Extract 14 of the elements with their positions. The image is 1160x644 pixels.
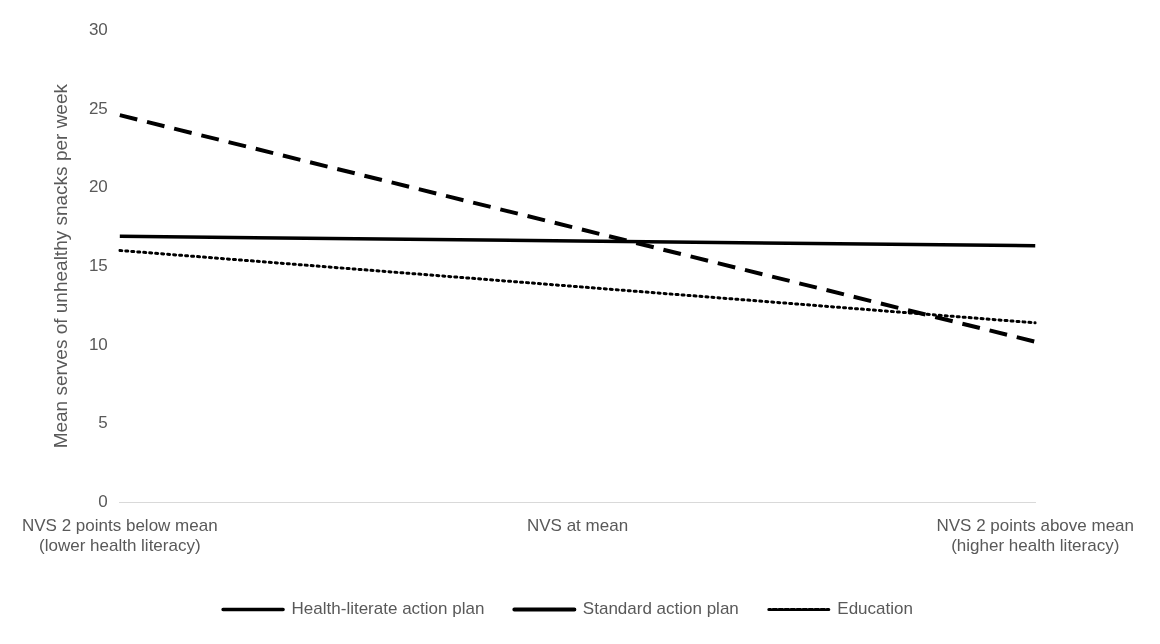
y-tick-label: 5 — [98, 413, 108, 433]
y-tick-label: 20 — [88, 177, 108, 197]
y-tick-label: 30 — [88, 19, 108, 39]
x-tick-label: NVS 2 points above mean (higher health literacy) — [936, 516, 1134, 556]
y-tick-label: 10 — [88, 334, 108, 354]
y-tick-label: 0 — [98, 491, 108, 511]
legend-label: Standard action plan — [582, 599, 739, 619]
y-tick-label: 25 — [88, 98, 108, 118]
y-tick-label: 15 — [88, 255, 108, 275]
x-tick-label: NVS at mean — [526, 516, 629, 536]
x-tick-label: NVS 2 points below mean (lower health literacy) — [22, 516, 218, 556]
y-axis-title: Mean serves of unhealthy snacks per week — [49, 83, 71, 449]
legend-label: Education — [837, 599, 913, 619]
legend-label: Health-literate action plan — [291, 599, 485, 619]
